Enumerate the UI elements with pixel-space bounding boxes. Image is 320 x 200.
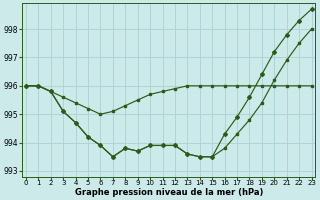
X-axis label: Graphe pression niveau de la mer (hPa): Graphe pression niveau de la mer (hPa) (75, 188, 263, 197)
